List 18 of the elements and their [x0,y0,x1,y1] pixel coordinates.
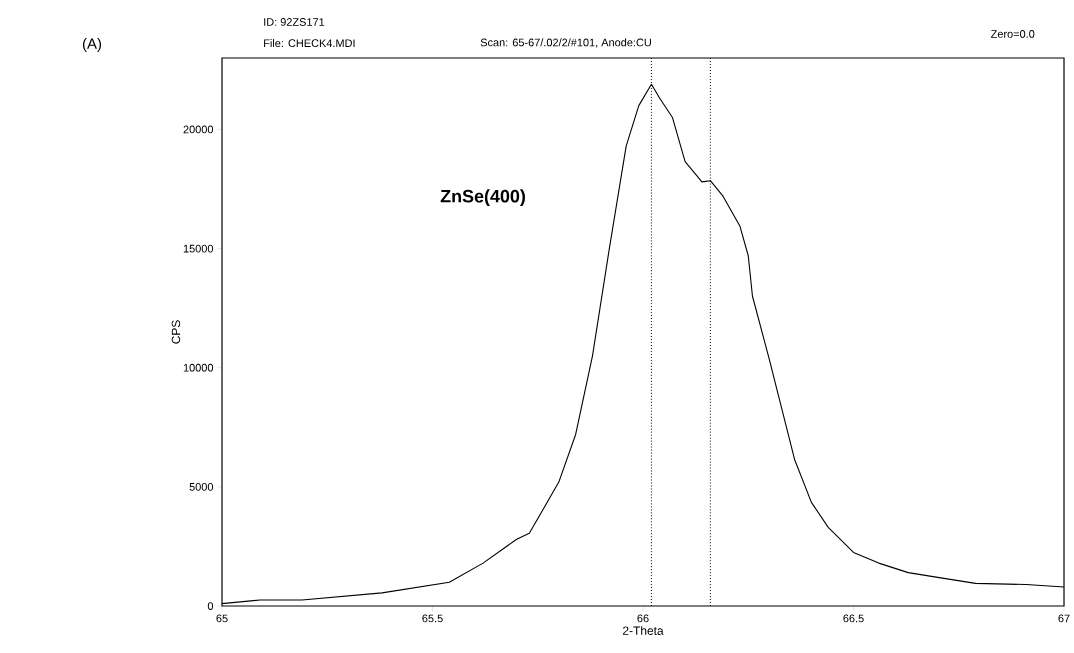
y-tick-label: 10000 [183,363,214,372]
x-tick-label: 67 [1058,614,1070,623]
x-tick-label: 66 [637,614,649,623]
y-tick-label: 0 [207,602,214,610]
y-tick-label: 5000 [189,483,214,491]
text: (A) [82,38,102,52]
x-tick-label: 66.5 [843,614,864,623]
x-tick-label: 65 [216,614,228,623]
text: Zero=0.0 [990,30,1035,38]
text: ID: 92ZS171 [264,18,325,26]
y-tick-label: 15000 [183,244,214,253]
text: File: CHECK4.MDI [264,38,355,48]
x-axis-title: 2-Theta [623,626,664,635]
text: Scan: 65-67/.02/2/#101, Anode:CU [480,38,651,48]
x-tick-label: 65.5 [422,614,443,623]
y-tick-label: 20000 [183,125,214,134]
y-axis-title: CPS [171,320,181,344]
annotation: ZnSe(400) [440,189,525,207]
